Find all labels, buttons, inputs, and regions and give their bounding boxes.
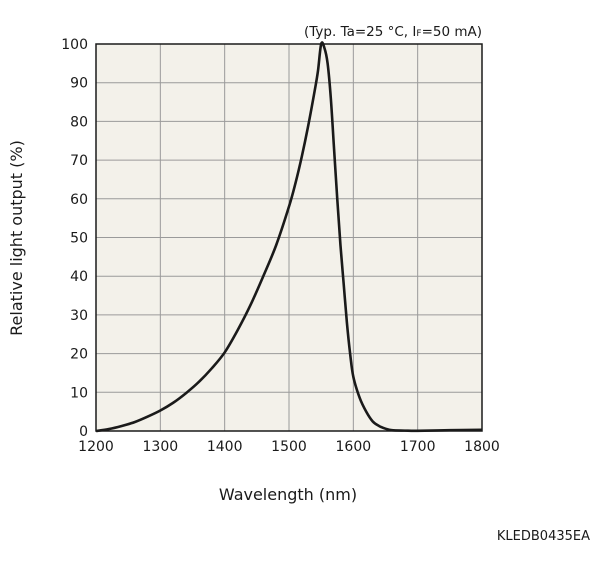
x-tick-label: 1400 [207,439,243,455]
y-tick-label: 100 [61,37,88,53]
x-tick-label: 1300 [143,439,179,455]
y-tick-label: 30 [70,308,88,324]
y-tick-label: 10 [70,385,88,401]
x-tick-label: 1200 [78,439,114,455]
x-tick-label: 1500 [271,439,307,455]
y-tick-label: 80 [70,114,88,130]
plot-frame [95,43,483,432]
y-tick-label: 0 [79,424,88,440]
x-tick-label: 1700 [400,439,436,455]
x-tick-label: 1600 [336,439,372,455]
y-axis-ticks: 0 10 20 30 40 50 60 70 80 90 100 [61,37,88,440]
measurement-conditions: (Typ. Ta=25 °C, IF=50 mA) [304,24,482,40]
grid-lines [96,44,482,431]
y-tick-label: 60 [70,192,88,208]
y-tick-label: 40 [70,269,88,285]
document-code: KLEDB0435EA [497,529,590,544]
y-tick-label: 20 [70,347,88,363]
x-axis-ticks: 1200 1300 1400 1500 1600 1700 1800 [78,439,500,455]
x-tick-label: 1800 [464,439,500,455]
y-tick-label: 90 [70,76,88,92]
x-axis-title: Wavelength (nm) [219,485,357,504]
y-axis-title: Relative light output (%) [7,140,26,336]
y-tick-label: 70 [70,153,88,169]
spectrum-line [95,41,483,433]
y-tick-label: 50 [70,231,88,247]
